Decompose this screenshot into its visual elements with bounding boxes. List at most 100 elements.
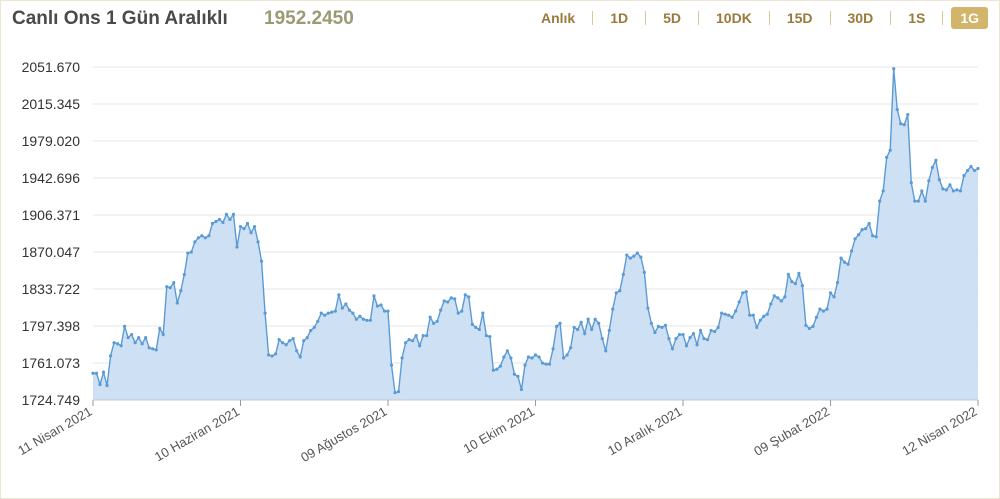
data-point <box>446 300 450 304</box>
data-point <box>579 320 583 324</box>
data-point <box>758 318 762 322</box>
data-point <box>727 313 731 317</box>
data-point <box>305 336 309 340</box>
data-point <box>660 325 664 330</box>
data-point <box>502 355 506 359</box>
y-tick-label: 2051.670 <box>22 59 81 75</box>
data-point <box>941 187 945 191</box>
data-point <box>695 343 699 347</box>
data-point <box>663 323 668 327</box>
data-point <box>175 301 179 305</box>
tab-separator <box>592 11 594 25</box>
data-point <box>453 297 457 301</box>
data-point <box>432 321 436 325</box>
data-point <box>530 356 534 360</box>
data-point <box>948 183 952 187</box>
data-point <box>351 311 355 315</box>
data-point <box>937 178 941 182</box>
tab-30d[interactable]: 30D <box>847 10 874 26</box>
data-point <box>519 387 524 392</box>
data-point <box>621 272 625 277</box>
x-axis: 11 Nisan 2021 10 Haziran 2021 09 Ağustos 2… <box>15 399 980 465</box>
tab-15d[interactable]: 15D <box>786 10 813 26</box>
data-point <box>470 322 474 326</box>
data-point <box>920 189 924 193</box>
data-point <box>295 349 299 353</box>
data-point <box>189 250 193 254</box>
data-point <box>245 221 250 226</box>
data-point <box>702 337 706 341</box>
data-point <box>337 293 341 297</box>
data-point <box>618 289 622 293</box>
data-point <box>867 221 871 226</box>
data-point <box>842 260 847 264</box>
data-point <box>723 312 727 316</box>
data-point <box>463 293 467 297</box>
data-point <box>965 168 970 173</box>
data-point <box>477 327 481 332</box>
y-tick-label: 2015.345 <box>22 96 81 112</box>
series-points <box>91 67 980 395</box>
data-point <box>674 337 678 341</box>
y-axis: 2051.670 2015.345 1979.020 1942.696 1906.371… <box>22 59 81 408</box>
data-point <box>203 236 207 240</box>
data-point <box>930 165 934 170</box>
data-point <box>540 361 545 365</box>
data-point <box>105 383 109 388</box>
tab-10dk[interactable]: 10DK <box>716 10 752 26</box>
data-point <box>632 254 636 258</box>
tab-anlık[interactable]: Anlık <box>540 10 576 26</box>
data-point <box>772 294 776 298</box>
data-point <box>200 234 204 238</box>
x-tick-label: 10 Ekim 2021 <box>461 404 537 457</box>
y-tick-label: 1979.020 <box>22 133 81 149</box>
data-point <box>112 341 116 345</box>
data-point <box>133 341 137 345</box>
data-point <box>734 309 738 313</box>
tab-separator <box>829 11 831 25</box>
data-point <box>259 259 264 263</box>
data-point <box>821 309 826 313</box>
data-point <box>955 188 959 192</box>
data-point <box>221 220 225 225</box>
data-point <box>800 284 805 288</box>
data-point <box>491 368 495 372</box>
tab-1s[interactable]: 1S <box>908 10 926 26</box>
tab-separator <box>890 11 892 25</box>
data-point <box>267 353 271 357</box>
data-point <box>804 323 808 327</box>
data-point <box>565 353 569 357</box>
data-point <box>779 299 783 303</box>
data-point <box>825 307 829 311</box>
data-point <box>590 327 594 332</box>
data-point <box>642 270 646 275</box>
data-point <box>389 363 394 367</box>
data-point <box>913 199 917 203</box>
data-point <box>976 166 980 171</box>
data-point <box>140 342 144 346</box>
data-point <box>684 344 689 348</box>
data-point <box>442 299 446 303</box>
data-point <box>505 349 509 353</box>
data-point <box>951 189 956 193</box>
data-point <box>428 315 432 319</box>
tab-1g[interactable]: 1G <box>951 7 988 29</box>
data-point <box>572 325 576 330</box>
data-point <box>828 291 833 295</box>
data-point <box>537 355 541 359</box>
y-tick-label: 1797.398 <box>22 318 81 334</box>
data-point <box>358 314 362 318</box>
data-point <box>91 371 95 375</box>
data-point <box>182 272 186 277</box>
data-point <box>741 291 745 295</box>
data-point <box>902 123 906 127</box>
tab-5d[interactable]: 5D <box>663 10 682 26</box>
data-point <box>906 112 910 117</box>
data-point <box>554 324 559 329</box>
data-point <box>298 355 302 359</box>
data-point <box>326 311 330 315</box>
data-point <box>144 336 148 340</box>
data-point <box>811 324 815 329</box>
data-point <box>368 318 373 322</box>
tab-1d[interactable]: 1D <box>610 10 629 26</box>
